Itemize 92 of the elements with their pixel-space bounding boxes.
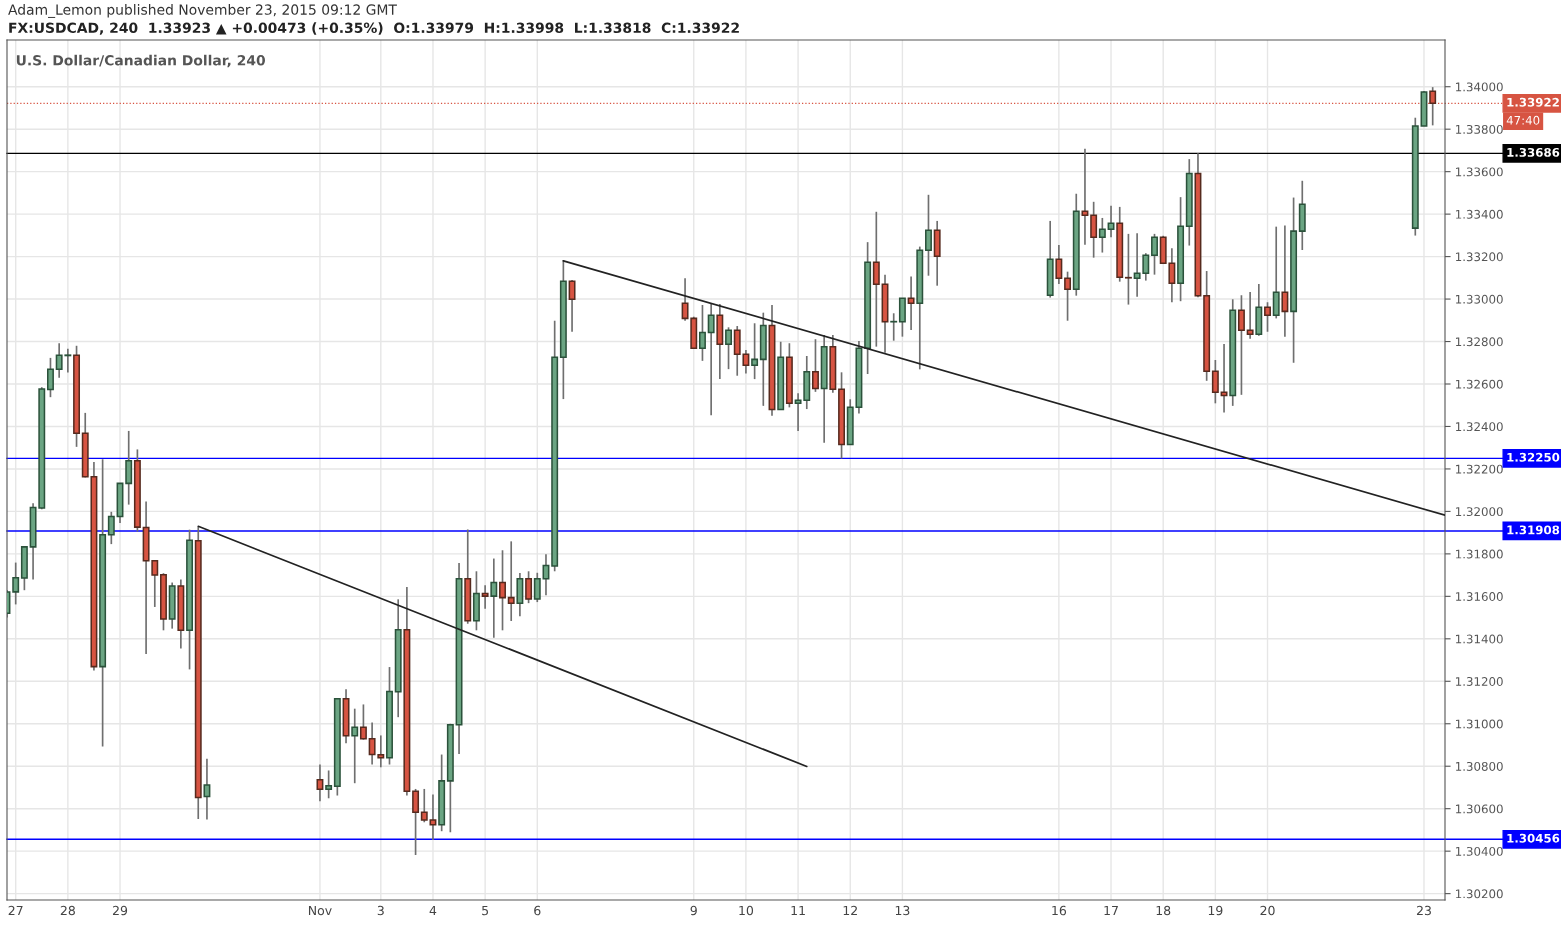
candlestick [325,769,333,800]
y-tick-label: 1.31400 [1456,634,1503,644]
x-tick-label: 10 [739,905,754,916]
candlestick [1107,205,1115,239]
y-tick-label: 1.30400 [1456,846,1503,856]
text: U.S. Dollar/Canadian Dollar, 240 [16,54,266,68]
y-tick-label: 1.30800 [1456,761,1503,771]
y-tick-label: 1.31600 [1456,592,1503,601]
x-tick-label: 13 [895,905,910,916]
candlestick [1098,217,1106,254]
candlestick [898,297,906,338]
candlestick [412,788,420,856]
candlestick [507,540,515,622]
candlestick [420,788,428,824]
x-tick-label: 4 [429,905,437,916]
candlestick [725,326,732,370]
candlestick [1064,270,1072,322]
candlestick [1264,301,1271,333]
y-tick-label: 1.33000 [1456,294,1503,304]
y-tick-label: 1.32200 [1456,464,1503,474]
y-tick-label: 1.30600 [1456,804,1503,814]
y-tick-label: 1.32000 [1456,507,1503,517]
candlestick [1237,294,1245,396]
x-tick-label: 5 [482,905,489,916]
x-tick-label: 19 [1208,905,1223,916]
y-tick-label: 1.32800 [1456,337,1503,347]
candlestick [890,312,898,342]
y-tick-label: 1.31800 [1456,549,1503,559]
candlestick [872,210,880,348]
candlestick [533,571,541,603]
x-tick-label: 29 [112,905,128,916]
candlestick [812,338,819,393]
candlestick [429,793,437,841]
candlestick [12,561,20,606]
y-tick-label: 1.31200 [1456,677,1503,686]
candlestick [490,557,498,639]
candlestick [925,193,932,277]
candlestick [907,275,915,331]
candlestick [1246,291,1254,340]
candlestick [707,303,715,417]
candlestick [499,549,506,632]
x-tick-label: 23 [1416,905,1431,916]
candlestick [1211,359,1219,405]
candlestick [203,757,211,821]
ref-line-label: 1.33922 [1507,97,1559,107]
candlestick [1151,233,1158,276]
x-tick-label: 28 [60,905,75,916]
y-tick-label: 1.33600 [1456,167,1503,177]
candlestick [107,510,115,545]
candlestick [525,570,533,604]
candlestick [359,703,367,741]
text: Adam_Lemon published November 23, 2015 09:12 GMT [8,4,397,18]
x-tick-label: 12 [843,905,857,916]
y-tick-label: 1.34000 [1456,82,1503,92]
y-tick-label: 1.31000 [1456,719,1503,729]
candlestick [1055,244,1063,285]
candlestick [751,322,759,380]
ref-line-label: 1.31908 [1507,525,1560,535]
ref-line-label: 1.32250 [1507,452,1560,462]
x-tick-label: 9 [690,905,697,916]
x-tick-label: 11 [791,905,805,916]
candlestick [47,357,54,399]
candlestick [1124,233,1132,306]
x-tick-label: 16 [1052,905,1067,916]
y-tick-label: 1.32600 [1456,379,1503,389]
chart-title: FX:USDCAD, 240 1.33923 ▲ +0.00473 (+0.35%) O:1.33979 H:1.33998 L:1.33818 C:1.33922 [9,22,739,35]
x-tick-label: 3 [377,905,384,916]
ref-line-label: 1.33686 [1507,147,1560,157]
y-tick-label: 1.33200 [1456,252,1503,262]
text: 47:40 [1506,115,1540,125]
candlestick [698,304,706,362]
x-tick-label: 18 [1156,905,1171,916]
candlestick [1220,343,1228,414]
y-tick-label: 1.33800 [1456,124,1503,134]
y-tick-label: 1.33400 [1456,209,1503,219]
candlestick [316,763,324,803]
candlestick [1272,225,1280,320]
candlestick [1090,200,1098,259]
candlestick [1281,224,1289,338]
y-tick-label: 1.30200 [1456,889,1503,899]
x-tick-label: 6 [534,905,541,916]
x-tick-label: Nov [308,905,332,916]
x-tick-label: 17 [1104,905,1118,916]
candlestick [481,584,489,610]
candlestick [125,430,133,506]
candlestick [1081,147,1089,246]
ref-line-label: 1.30456 [1507,833,1560,843]
x-tick-label: 27 [8,905,23,916]
candlestick [568,279,576,333]
y-tick-label: 1.32400 [1456,422,1503,432]
candlestick [351,707,359,785]
x-tick-label: 20 [1260,905,1275,916]
